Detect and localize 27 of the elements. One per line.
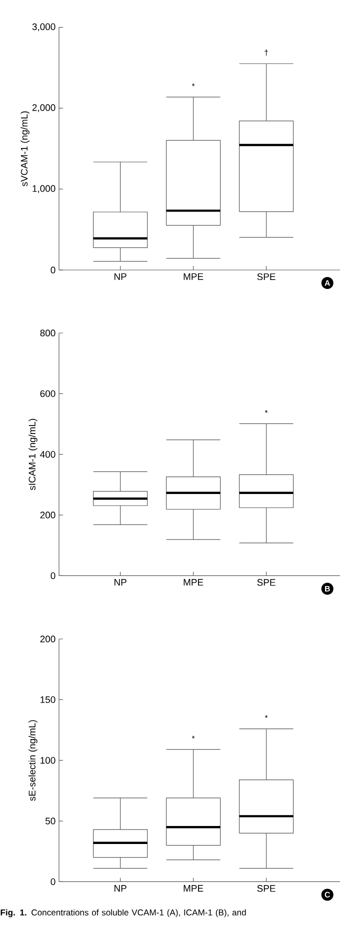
text: Fig. 1. Concentrations of soluble VCAM-1 (A), ICAM-1 (B), and xyxy=(0,909,246,918)
y-tick-label: 150 xyxy=(40,696,56,704)
y-tick-label: 800 xyxy=(40,330,56,336)
y-tick-label: 0 xyxy=(50,572,56,580)
y-tick-label: 600 xyxy=(40,390,56,398)
x-tick-label: MPE xyxy=(184,885,204,892)
y-tick-label: 0 xyxy=(50,266,56,274)
y-tick-label: 3,000 xyxy=(32,23,56,32)
y-axis-title: sE-selectin (ng/mL) xyxy=(28,720,38,801)
y-tick-label: 0 xyxy=(50,878,56,886)
x-tick-label: MPE xyxy=(184,579,204,586)
x-tick-label: SPE xyxy=(257,579,276,586)
y-axis-title: sICAM-1 (ng/mL) xyxy=(28,418,38,490)
y-tick-label: 100 xyxy=(40,757,56,764)
x-tick-label: NP xyxy=(114,273,126,280)
x-tick-label: NP xyxy=(114,885,126,892)
y-tick-label: 1,000 xyxy=(32,185,56,194)
y-tick-label: 200 xyxy=(40,636,56,642)
y-tick-label: 200 xyxy=(40,512,56,518)
y-axis-title: sVCAM-1 (ng/mL) xyxy=(20,111,30,186)
x-tick-label: MPE xyxy=(184,273,204,280)
y-tick-label: 50 xyxy=(45,818,56,824)
y-tick-label: 400 xyxy=(40,450,56,458)
x-tick-label: NP xyxy=(114,579,126,586)
x-tick-label: SPE xyxy=(257,885,276,892)
x-tick-label: SPE xyxy=(257,273,276,280)
y-tick-label: 2,000 xyxy=(32,104,56,112)
